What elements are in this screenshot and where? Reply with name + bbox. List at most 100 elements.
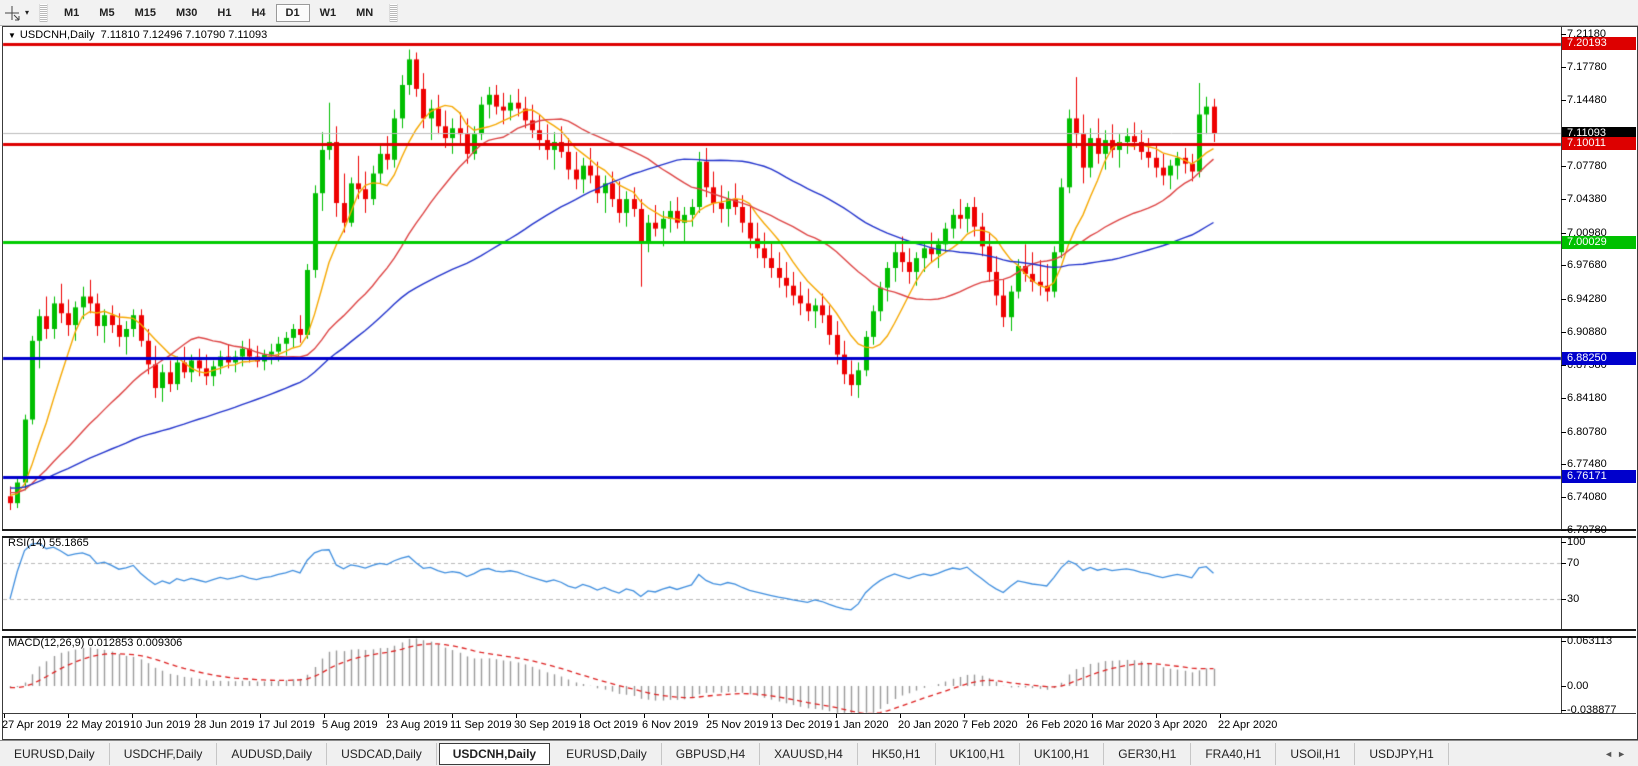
- date-axis-label: 30 Sep 2019: [514, 719, 577, 731]
- price-level-badge: 7.00029: [1562, 236, 1636, 249]
- price-axis-label: 6.74080: [1567, 491, 1607, 503]
- date-axis-label: 6 Nov 2019: [642, 719, 699, 731]
- macd-axis-label: 0.00: [1567, 680, 1589, 692]
- rsi-pane-splitter[interactable]: [2, 529, 1636, 538]
- price-axis-label-tick: [1561, 497, 1566, 498]
- price-axis-label-tick: [1561, 233, 1566, 234]
- price-axis-label-tick: [1561, 100, 1566, 101]
- date-axis-tick: [1092, 714, 1093, 718]
- date-axis-label: 27 Apr 2019: [2, 719, 62, 731]
- price-axis-label-tick: [1561, 365, 1566, 366]
- price-axis-label-tick: [1561, 299, 1566, 300]
- price-axis-border: [1561, 26, 1562, 714]
- rsi-axis-label: 30: [1567, 593, 1580, 605]
- date-axis-label: 28 Jun 2019: [194, 719, 255, 731]
- date-axis-tick: [1156, 714, 1157, 718]
- date-axis-tick: [1028, 714, 1029, 718]
- macd-axis-label-tick: [1561, 641, 1566, 642]
- rsi-name: RSI(14): [8, 537, 46, 549]
- date-axis-tick: [260, 714, 261, 718]
- price-axis-label-tick: [1561, 265, 1566, 266]
- date-axis-label: 1 Jan 2020: [834, 719, 889, 731]
- price-axis-label: 6.77480: [1567, 458, 1607, 470]
- price-axis-label: 6.80780: [1567, 426, 1607, 438]
- price-axis-label: 7.07780: [1567, 160, 1607, 172]
- price-axis-label: 6.70780: [1567, 524, 1607, 536]
- chart-symbol-period: USDCNH,Daily: [19, 29, 95, 41]
- price-level-badge: 7.20193: [1562, 37, 1636, 50]
- price-axis-label-tick: [1561, 464, 1566, 465]
- date-axis-tick: [644, 714, 645, 718]
- price-level-badge: 6.88250: [1562, 352, 1636, 365]
- price-axis-label-tick: [1561, 530, 1566, 531]
- price-axis-label-tick: [1561, 67, 1566, 68]
- rsi-axis-label-tick: [1561, 599, 1566, 600]
- date-axis-label: 16 Mar 2020: [1090, 719, 1152, 731]
- price-axis-label: 7.17780: [1567, 61, 1607, 73]
- date-axis-label: 17 Jul 2019: [258, 719, 315, 731]
- date-axis-label: 25 Nov 2019: [706, 719, 769, 731]
- date-axis-label: 10 Jun 2019: [130, 719, 191, 731]
- price-axis-label-tick: [1561, 199, 1566, 200]
- date-axis-tick: [580, 714, 581, 718]
- date-axis-tick: [964, 714, 965, 718]
- price-axis-label-tick: [1561, 398, 1566, 399]
- chart-title: ▼ USDCNH,Daily 7.11810 7.12496 7.10790 7.…: [8, 29, 267, 41]
- price-axis-label: 6.84180: [1567, 392, 1607, 404]
- macd-label: MACD(12,26,9) 0.012853 0.009306: [8, 637, 182, 649]
- date-axis-tick: [516, 714, 517, 718]
- macd-values: 0.012853 0.009306: [87, 637, 183, 649]
- date-axis-label: 5 Aug 2019: [322, 719, 378, 731]
- price-level-badge: 6.76171: [1562, 470, 1636, 483]
- macd-pane-splitter[interactable]: [2, 629, 1636, 638]
- chart-ohlc-values: 7.11810 7.12496 7.10790 7.11093: [100, 29, 268, 41]
- date-axis-tick: [1220, 714, 1221, 718]
- date-axis-label: 20 Jan 2020: [898, 719, 959, 731]
- macd-axis-label: -0.038877: [1567, 704, 1617, 716]
- price-axis-label-tick: [1561, 332, 1566, 333]
- date-axis-tick: [900, 714, 901, 718]
- date-axis-label: 13 Dec 2019: [770, 719, 833, 731]
- date-axis-label: 23 Aug 2019: [386, 719, 448, 731]
- price-axis-label-tick: [1561, 432, 1566, 433]
- rsi-label: RSI(14) 55.1865: [8, 537, 89, 549]
- date-axis-tick: [196, 714, 197, 718]
- rsi-axis-label-tick: [1561, 542, 1566, 543]
- price-axis-label-tick: [1561, 34, 1566, 35]
- rsi-axis-label: 70: [1567, 557, 1580, 569]
- macd-name: MACD(12,26,9): [8, 637, 85, 649]
- price-axis-label-tick: [1561, 166, 1566, 167]
- date-axis-tick: [836, 714, 837, 718]
- date-axis-label: 7 Feb 2020: [962, 719, 1018, 731]
- date-axis-tick: [388, 714, 389, 718]
- rsi-value: 55.1865: [48, 537, 89, 549]
- price-axis-label: 7.14480: [1567, 94, 1607, 106]
- rsi-axis-label-tick: [1561, 563, 1566, 564]
- price-axis-label: 6.94280: [1567, 293, 1607, 305]
- date-axis-label: 22 May 2019: [66, 719, 130, 731]
- date-axis-tick: [452, 714, 453, 718]
- price-axis-label: 7.04380: [1567, 193, 1607, 205]
- date-axis-label: 22 Apr 2020: [1218, 719, 1278, 731]
- date-axis-label: 11 Sep 2019: [450, 719, 512, 731]
- date-axis-tick: [68, 714, 69, 718]
- macd-axis-label-tick: [1561, 710, 1566, 711]
- date-axis-border: [2, 713, 1636, 714]
- price-level-badge: 7.11093: [1562, 127, 1636, 140]
- date-axis-tick: [772, 714, 773, 718]
- date-axis-label: 18 Oct 2019: [578, 719, 638, 731]
- date-axis-tick: [4, 714, 5, 718]
- macd-axis-label-tick: [1561, 686, 1566, 687]
- macd-axis-label: 0.063113: [1567, 635, 1613, 647]
- date-axis-tick: [324, 714, 325, 718]
- date-axis-label: 3 Apr 2020: [1154, 719, 1208, 731]
- chart-collapse-icon[interactable]: ▼: [8, 31, 16, 40]
- rsi-axis-label: 100: [1567, 536, 1586, 548]
- date-axis-tick: [708, 714, 709, 718]
- price-level-badge: 7.10011: [1562, 137, 1636, 150]
- date-axis-tick: [132, 714, 133, 718]
- price-axis-label: 6.90880: [1567, 326, 1607, 338]
- date-axis-label: 26 Feb 2020: [1026, 719, 1088, 731]
